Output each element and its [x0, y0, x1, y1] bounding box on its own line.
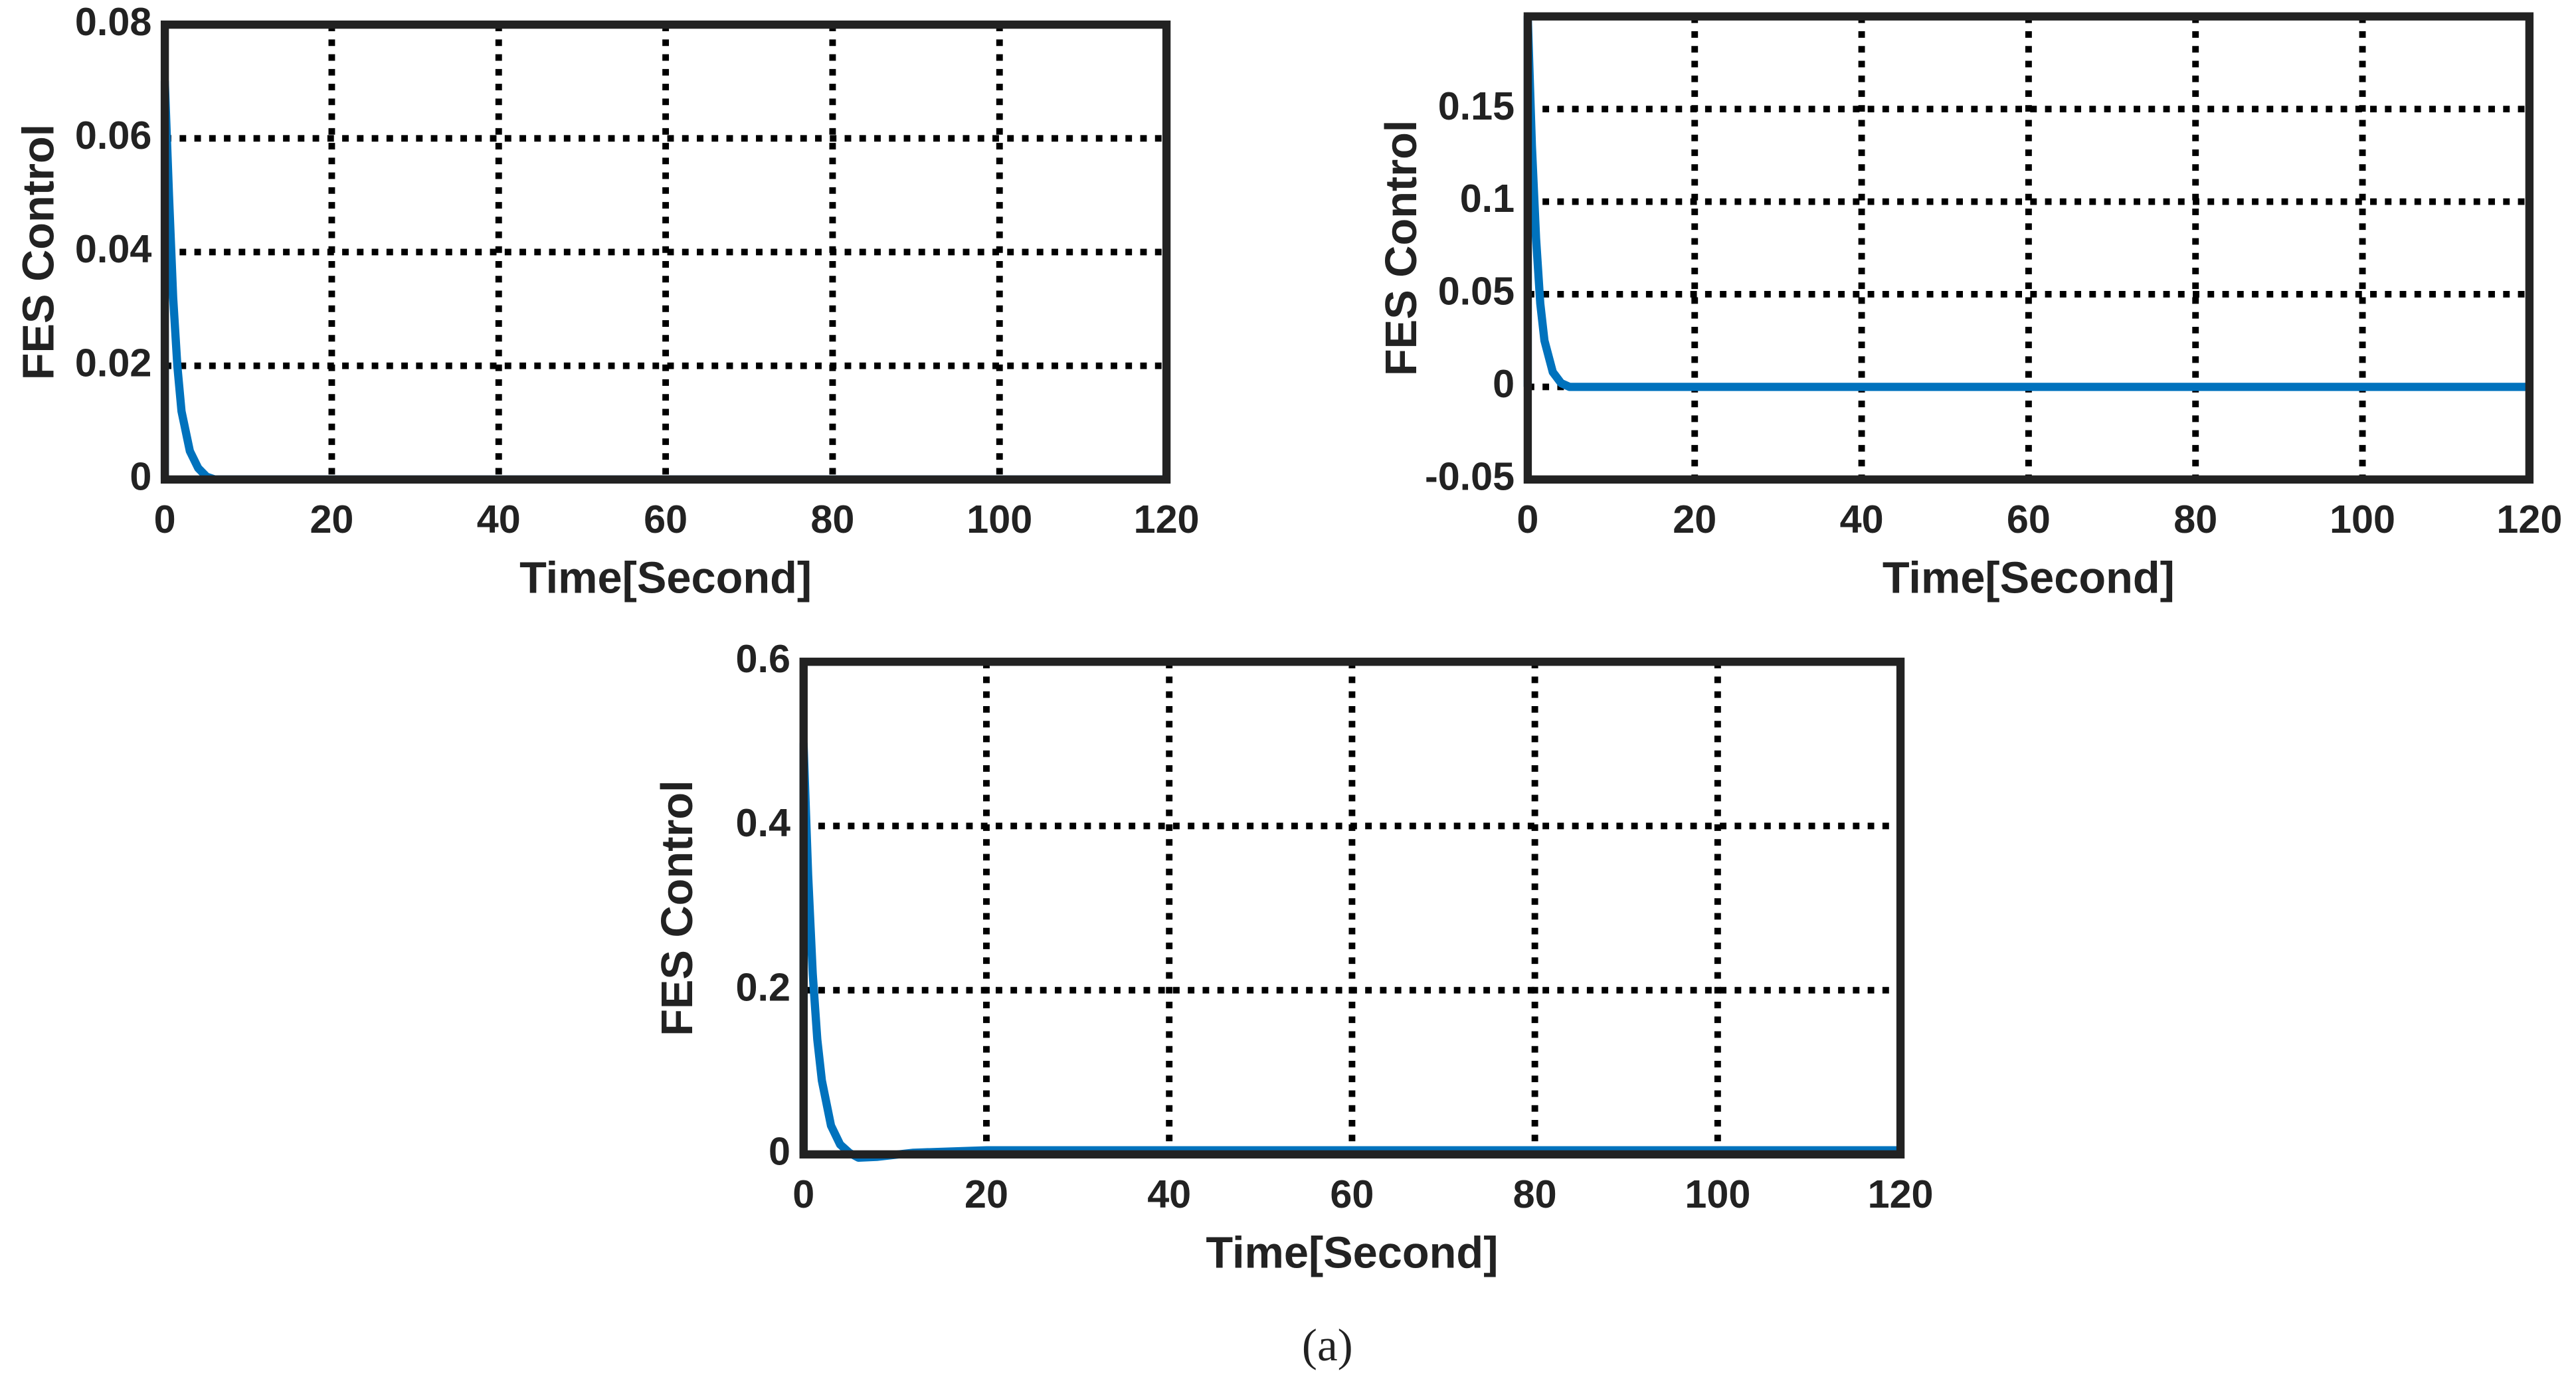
x-tick-label: 80: [2173, 497, 2217, 541]
x-tick-label: 100: [1685, 1172, 1750, 1216]
y-tick-label: -0.05: [1425, 454, 1515, 499]
x-tick-label: 20: [1673, 497, 1716, 541]
x-tick-label: 40: [1840, 497, 1884, 541]
y-tick-label: 0.15: [1438, 84, 1515, 128]
y-axis-label: FES Control: [14, 124, 63, 381]
y-axis-label: FES Control: [1377, 120, 1426, 376]
chart-panel: 0 20 40 60 80 100 120 0 0.02 0.04 0.06 0.08 Time[Sec…: [14, 0, 1199, 603]
x-tick-label: 40: [477, 497, 521, 541]
x-tick-label: 120: [1134, 497, 1200, 541]
x-tick-label: 60: [2007, 497, 2051, 541]
x-tick-label: 0: [792, 1172, 814, 1216]
x-tick-label: 120: [1868, 1172, 1934, 1216]
y-tick-label: 0.08: [75, 0, 151, 44]
y-tick-label: 0.6: [736, 636, 790, 681]
axes-frame: [160, 20, 1171, 484]
y-tick-label: 0: [130, 454, 151, 499]
axes-frame: [1523, 12, 2534, 484]
x-tick-label: 80: [810, 497, 854, 541]
x-axis-label: Time[Second]: [519, 554, 812, 603]
x-tick-label: 100: [2330, 497, 2395, 541]
y-axis-label: FES Control: [653, 780, 702, 1036]
x-tick-label: 80: [1513, 1172, 1557, 1216]
x-tick-label: 0: [1517, 497, 1538, 541]
x-tick-label: 120: [2496, 497, 2562, 541]
y-tick-label: 0.4: [736, 800, 790, 845]
y-tick-label: 0.06: [75, 113, 151, 157]
x-tick-label: 0: [154, 497, 176, 541]
x-tick-label: 40: [1147, 1172, 1191, 1216]
x-tick-label: 100: [966, 497, 1032, 541]
x-axis-label: Time[Second]: [1206, 1229, 1498, 1278]
y-tick-label: 0: [1493, 361, 1515, 406]
x-tick-label: 60: [644, 497, 688, 541]
x-tick-label: 20: [965, 1172, 1008, 1216]
y-tick-label: 0.02: [75, 340, 151, 385]
chart-panel: 0 20 40 60 80 100 120-0.0500.050.10.15Time[Sec…: [1377, 12, 2562, 603]
y-tick-label: 0: [769, 1129, 790, 1174]
y-tick-label: 0.2: [736, 965, 790, 1009]
x-tick-label: 20: [310, 497, 353, 541]
axes-frame: [799, 658, 1905, 1159]
y-tick-label: 0.04: [75, 227, 151, 271]
x-tick-label: 60: [1330, 1172, 1374, 1216]
chart-panel: 0 20 40 60 80 100 120 0 0.2 0.4 0.6 Time[Second] FES…: [653, 636, 1934, 1278]
y-tick-label: 0.05: [1438, 269, 1515, 314]
x-axis-label: Time[Second]: [1883, 554, 2175, 603]
caption: (a): [1302, 1319, 1353, 1370]
y-tick-label: 0.1: [1460, 176, 1515, 221]
